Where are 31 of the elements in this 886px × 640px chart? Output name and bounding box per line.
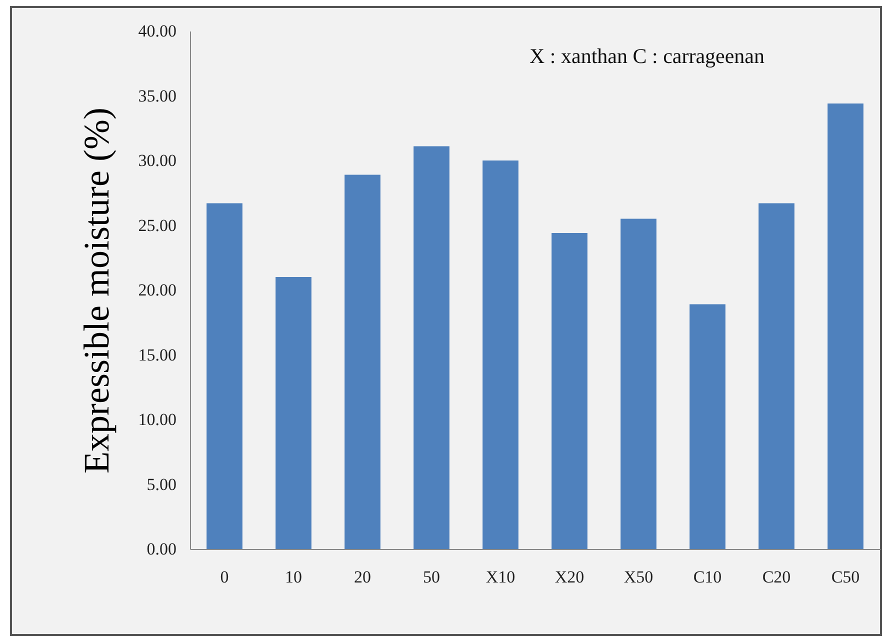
- y-tick-label: 35.00: [138, 86, 176, 106]
- y-tick-label: 15.00: [138, 345, 176, 364]
- x-tick-label: X50: [624, 568, 654, 586]
- y-axis-title: Expressible moisture (%): [76, 108, 116, 474]
- y-tick-label: 10.00: [138, 410, 176, 429]
- bar: [690, 304, 726, 549]
- x-tick-label: 0: [220, 568, 229, 586]
- y-tick-label: 20.00: [138, 280, 176, 300]
- x-tick-label: 10: [285, 568, 302, 586]
- x-tick-label: 50: [423, 568, 440, 586]
- bar: [344, 174, 380, 549]
- x-tick-label: C10: [693, 568, 722, 586]
- bar: [206, 203, 242, 549]
- bar: [828, 104, 864, 549]
- bar: [758, 203, 794, 549]
- y-tick-label: 0.00: [146, 540, 176, 558]
- y-tick-label: 40.00: [138, 22, 176, 40]
- bar: [620, 218, 656, 549]
- y-tick-label: 5.00: [146, 474, 176, 494]
- y-tick-label: 30.00: [138, 151, 176, 170]
- bar: [276, 277, 312, 549]
- y-tick-label: 25.00: [138, 216, 176, 235]
- bar: [552, 233, 588, 549]
- annotation: X : xanthan C : carrageenan: [530, 44, 765, 68]
- bar: [414, 146, 450, 549]
- x-tick-label: C20: [762, 568, 791, 586]
- x-tick-label: 20: [354, 568, 371, 586]
- x-tick-label: X10: [486, 568, 516, 586]
- x-tick-label: X20: [554, 568, 584, 586]
- bar: [482, 160, 518, 549]
- x-tick-label: C50: [831, 568, 860, 586]
